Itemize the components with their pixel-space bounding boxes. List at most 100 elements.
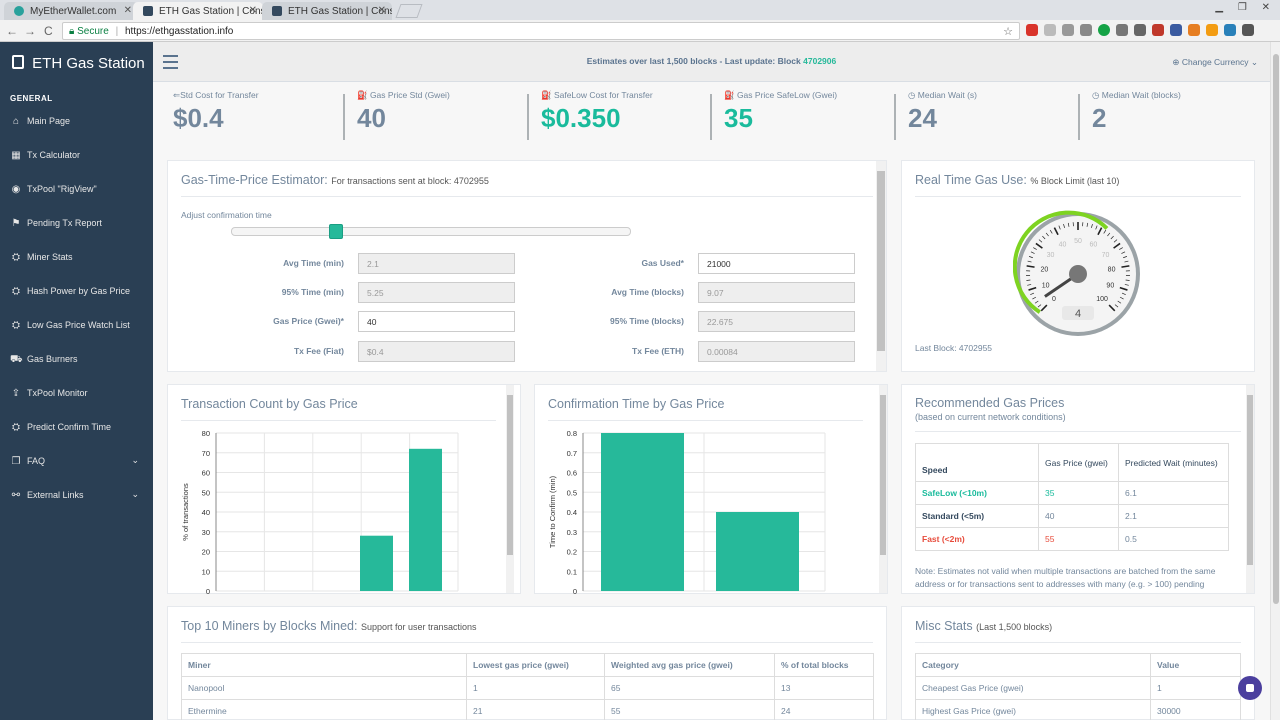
sidebar-item-icon: ⛟ — [10, 354, 23, 365]
table-row: Ethermine 21 55 24 — [181, 699, 874, 720]
panel-scrollbar[interactable] — [876, 161, 886, 371]
extension-icon[interactable] — [1026, 24, 1038, 36]
chat-widget-button[interactable] — [1238, 676, 1262, 700]
table-row: Fast (<2m) 55 0.5 — [915, 527, 1229, 551]
gauge-tick — [1058, 225, 1061, 230]
url-input[interactable]: 🔒︎ Secure | https://ethgasstation.info ☆ — [62, 22, 1020, 40]
new-tab-button[interactable] — [395, 4, 423, 18]
sidebar-item-label: Predict Confirm Time — [27, 422, 112, 432]
sidebar-item-external-links[interactable]: ⚯ External Links ⌄ — [0, 481, 153, 515]
menu-toggle-icon[interactable] — [163, 55, 178, 73]
gauge-tick — [1030, 251, 1035, 254]
table-row: SafeLow (<10m) 35 6.1 — [915, 481, 1229, 505]
slider-handle[interactable] — [329, 224, 343, 239]
browser-tab-myetherwallet[interactable]: MyEtherWallet.com ✕ — [4, 2, 138, 20]
tab-close-icon[interactable]: ✕ — [123, 5, 132, 16]
gauge-tick-label: 60 — [1090, 242, 1098, 249]
table-cell: Cheapest Gas Price (gwei) — [915, 676, 1151, 700]
gauge-tick — [1113, 239, 1118, 243]
table-cell: 1 — [1150, 676, 1241, 700]
column-header[interactable]: Lowest gas price (gwei) — [466, 653, 605, 677]
y-tick-label: 30 — [202, 528, 210, 537]
extension-icon[interactable] — [1170, 24, 1182, 36]
extension-icon[interactable] — [1044, 24, 1056, 36]
sidebar-item-main-page[interactable]: ⌂ Main Page — [0, 107, 153, 141]
gauge-tick — [1123, 256, 1128, 259]
sidebar-item-label: TxPool Monitor — [27, 388, 88, 398]
extension-icon[interactable] — [1224, 24, 1236, 36]
column-header[interactable]: Weighted avg gas price (gwei) — [604, 653, 775, 677]
site-brand[interactable]: ETH Gas Station — [0, 42, 153, 84]
column-header[interactable]: % of total blocks — [774, 653, 874, 677]
table-cell: 65 — [604, 676, 775, 700]
sidebar-item-faq[interactable]: ❐ FAQ ⌄ — [0, 447, 153, 481]
panel-scrollbar[interactable] — [879, 385, 887, 593]
sidebar-item-txpool-monitor[interactable]: ⇪ TxPool Monitor — [0, 379, 153, 413]
sidebar-item-icon: ⚑ — [11, 218, 21, 229]
sidebar-section-title: GENERAL — [10, 94, 53, 103]
sidebar-item-icon: ⛭ — [12, 252, 20, 263]
gauge-tick — [1091, 223, 1093, 229]
avg-time-min-field: 2.1 — [358, 253, 515, 274]
sidebar-item-gas-burners[interactable]: ⛟ Gas Burners — [0, 345, 153, 379]
tab-close-icon[interactable]: ✕ — [248, 5, 257, 16]
panel-scrollbar[interactable] — [1246, 385, 1254, 593]
extension-icon[interactable] — [1206, 24, 1218, 36]
bookmark-star-icon[interactable]: ☆ — [1003, 26, 1013, 38]
reload-icon[interactable]: C — [44, 24, 53, 38]
sidebar-item-hash-power-by-gas-price[interactable]: ⛭ Hash Power by Gas Price — [0, 277, 153, 311]
stat-tile: ⇐Std Cost for Transfer $0.4 — [173, 90, 259, 140]
y-tick-label: 70 — [202, 449, 210, 458]
browser-tab-ethgasstation[interactable]: ETH Gas Station | Consu ✕ — [133, 2, 263, 20]
extension-icon[interactable] — [1098, 24, 1110, 36]
sidebar-item-low-gas-price-watch-list[interactable]: ⛭ Low Gas Price Watch List — [0, 311, 153, 345]
lock-icon: 🔒︎ — [69, 26, 75, 37]
change-currency-dropdown[interactable]: ⊕ Change Currency ⌄ — [1172, 57, 1258, 67]
stat-value: $0.4 — [173, 103, 224, 133]
forward-icon[interactable]: → — [24, 24, 36, 38]
field-label-gas-price-gwei: Gas Price (Gwei)* — [273, 316, 344, 326]
avg-time-blocks-field: 9.07 — [698, 282, 855, 303]
gas-pump-icon — [12, 55, 24, 69]
extension-icon[interactable] — [1134, 24, 1146, 36]
column-header[interactable]: Category — [915, 653, 1151, 677]
extension-icon[interactable] — [1116, 24, 1128, 36]
page-scrollbar[interactable] — [1270, 42, 1280, 720]
extension-icon[interactable] — [1080, 24, 1092, 36]
sidebar-item-pending-tx-report[interactable]: ⚑ Pending Tx Report — [0, 209, 153, 243]
gauge-tick — [1026, 279, 1031, 281]
extension-icon[interactable] — [1188, 24, 1200, 36]
sidebar-item-label: Pending Tx Report — [27, 218, 102, 228]
sidebar-item-txpool-rigview[interactable]: ◉ TxPool "RigView" — [0, 175, 153, 209]
panel-subtitle: (based on current network conditions) — [915, 412, 1066, 422]
slider-label: Adjust confirmation time — [181, 210, 272, 220]
sidebar-item-label: Hash Power by Gas Price — [27, 286, 131, 296]
gas-used-field[interactable]: 21000 — [698, 253, 855, 274]
column-header[interactable]: Value — [1150, 653, 1241, 677]
sidebar-item-label: External Links — [27, 490, 84, 500]
gauge-tick — [1086, 222, 1089, 227]
speed-cell: Standard (<5m) — [915, 504, 1039, 528]
field-label-tx-fee-fiat: Tx Fee (Fiat) — [293, 346, 344, 356]
y-tick-label: 80 — [202, 429, 210, 438]
extension-icon[interactable] — [1062, 24, 1074, 36]
sidebar-item-predict-confirm-time[interactable]: ⛭ Predict Confirm Time — [0, 413, 153, 447]
gas-price-gwei-field[interactable]: 40 — [358, 311, 515, 332]
column-header: Predicted Wait (minutes) — [1118, 443, 1229, 482]
back-icon[interactable]: ← — [6, 24, 18, 38]
panel-scrollbar[interactable] — [506, 385, 514, 593]
menu-icon[interactable] — [1242, 24, 1254, 36]
gauge-tick — [1107, 232, 1111, 237]
column-header[interactable]: Miner — [181, 653, 467, 677]
sidebar-item-icon: ▦ — [11, 150, 21, 161]
window-controls[interactable]: ▁ ❐ ✕ — [1215, 2, 1276, 13]
gauge-tick — [1063, 223, 1065, 229]
tab-close-icon[interactable]: ✕ — [377, 5, 386, 16]
sidebar-item-miner-stats[interactable]: ⛭ Miner Stats — [0, 243, 153, 277]
tile-divider — [343, 94, 345, 140]
sidebar-item-tx-calculator[interactable]: ▦ Tx Calculator — [0, 141, 153, 175]
tab-title: ETH Gas Station | Consu — [288, 6, 392, 17]
confirmation-time-slider[interactable] — [231, 227, 631, 236]
browser-tab-ethgasstation-2[interactable]: ETH Gas Station | Consu ✕ — [262, 2, 392, 20]
extension-icon[interactable] — [1152, 24, 1164, 36]
